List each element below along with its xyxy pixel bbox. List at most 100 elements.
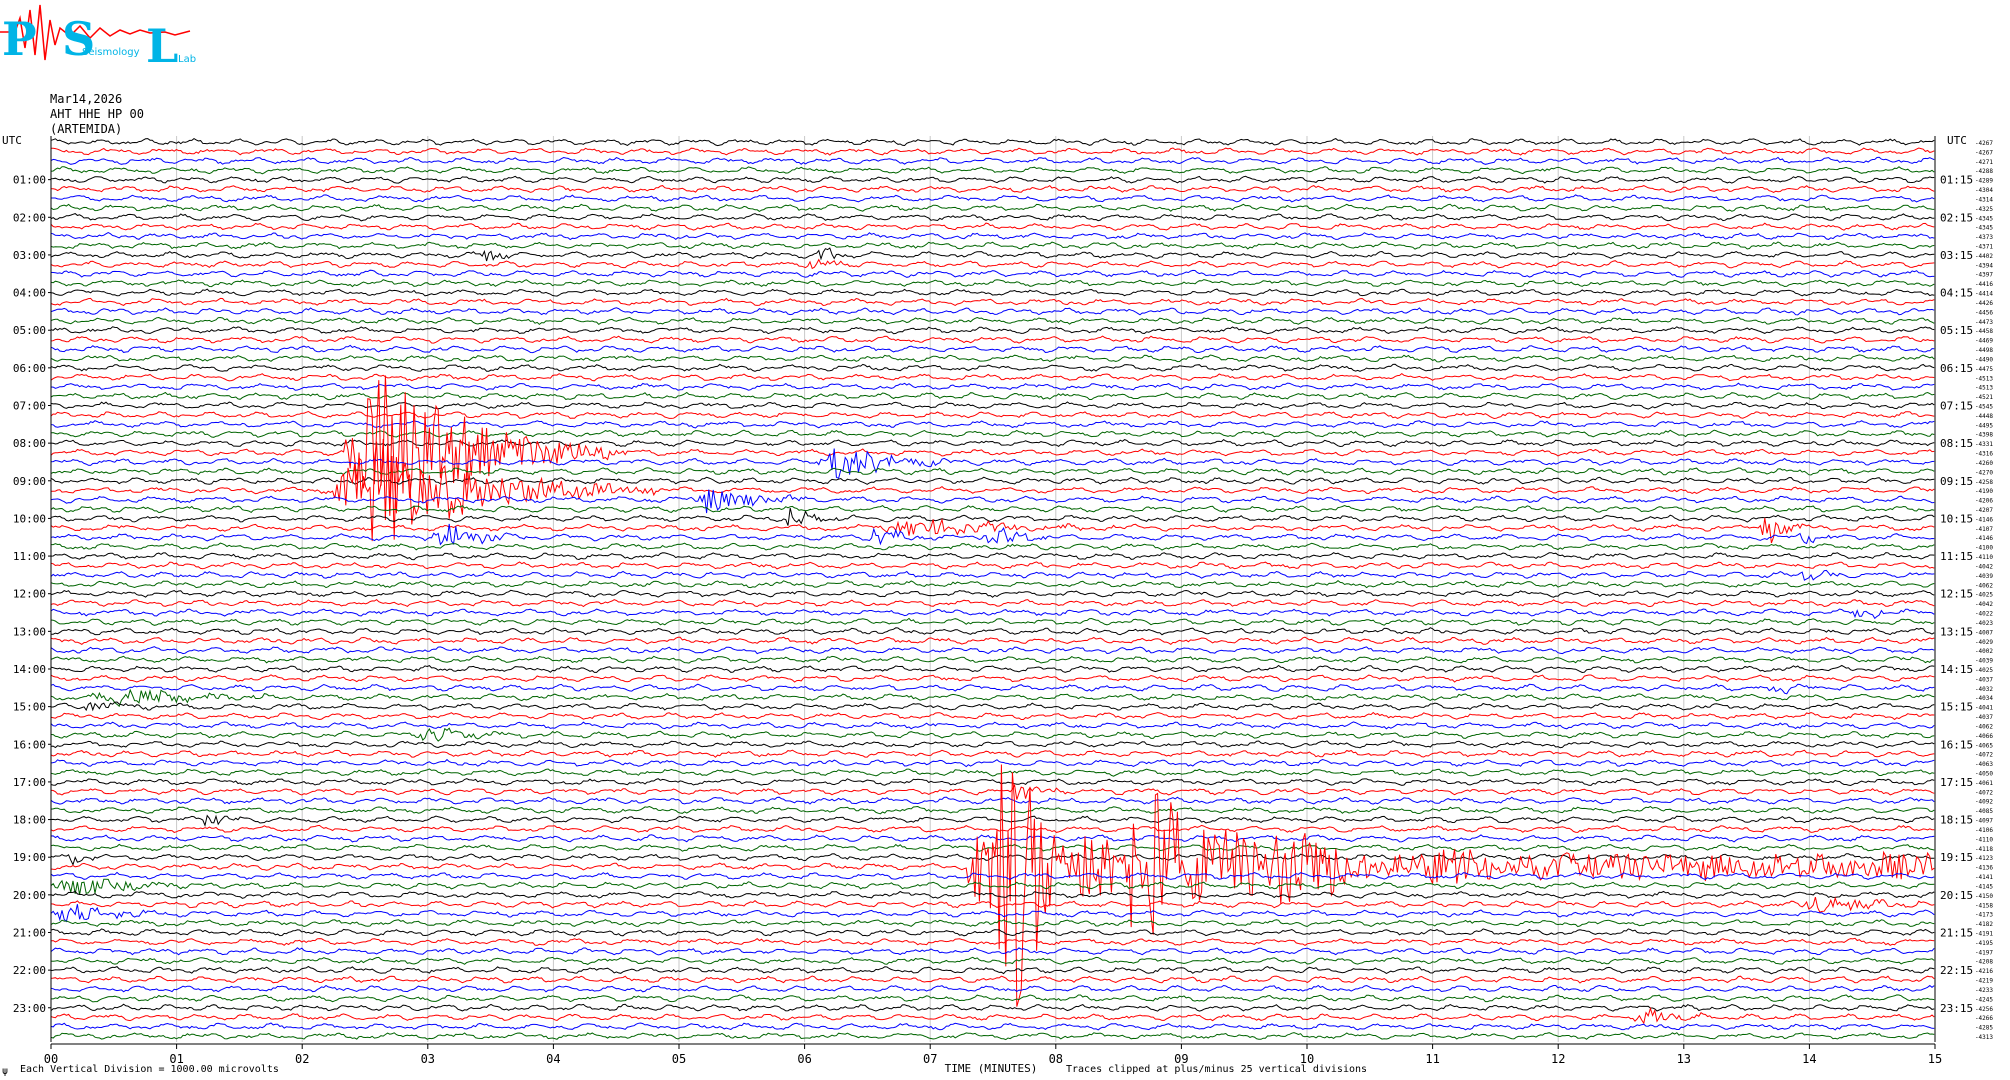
- time-grid: [176, 136, 1810, 1042]
- vertical-division-note: Each Vertical Division = 1000.00 microvo…: [20, 1064, 279, 1075]
- trace-line-57: [50, 674, 1935, 683]
- trace-line-53: [50, 636, 1935, 646]
- trace-value-label: -4025: [1975, 667, 1993, 674]
- header-station: AHT HHE HP 00: [50, 107, 144, 121]
- trace-value-label: -4190: [1975, 488, 1993, 495]
- trace-value-label: -4267: [1975, 140, 1993, 147]
- trace-value-label: -4062: [1975, 723, 1993, 730]
- right-tick-label: 17:15: [1940, 776, 1973, 789]
- right-axis-label: UTC: [1947, 134, 1967, 147]
- logo-small-text-1: Seismology: [82, 47, 140, 58]
- logo-letter-l: L: [146, 19, 178, 73]
- trace-line-79: [50, 878, 1935, 895]
- trace-value-label: -4158: [1975, 902, 1993, 909]
- right-tick-label: 15:15: [1940, 701, 1973, 714]
- trace-value-label: -4123: [1975, 855, 1993, 862]
- trace-line-87: [50, 956, 1935, 965]
- trace-line-2: [50, 156, 1935, 165]
- trace-value-label: -4233: [1975, 987, 1993, 994]
- left-tick-label: 17:00: [13, 776, 46, 789]
- trace-line-41: [50, 517, 1935, 544]
- trace-value-label: -4072: [1975, 789, 1993, 796]
- trace-line-14: [50, 269, 1935, 278]
- trace-value-label: -4208: [1975, 959, 1993, 966]
- trace-line-43: [51, 542, 1935, 551]
- trace-value-label: -4041: [1975, 705, 1993, 712]
- trace-line-42: [50, 523, 1935, 546]
- axis-layer: UTC UTC 01:00 02:00 03:00 04:00 05:00 06:00 07:0…: [2, 134, 1993, 1075]
- trace-value-label: -4110: [1975, 554, 1993, 561]
- trace-line-77: [50, 764, 1935, 1007]
- trace-line-31: [50, 429, 1935, 438]
- trace-line-21: [50, 335, 1935, 344]
- trace-value-label: -4141: [1975, 874, 1993, 881]
- x-tick-label: 08: [1049, 1052, 1063, 1066]
- trace-line-35: [50, 467, 1935, 476]
- trace-line-94: [50, 1022, 1935, 1031]
- trace-layer: [50, 137, 1935, 1041]
- trace-line-59: [50, 688, 1935, 708]
- trace-line-72: [50, 814, 1935, 827]
- trace-value-label: -4270: [1975, 469, 1993, 476]
- trace-line-47: [50, 579, 1935, 589]
- right-tick-label: 22:15: [1940, 964, 1973, 977]
- trace-line-44: [50, 552, 1935, 561]
- trace-line-70: [50, 796, 1935, 805]
- header-station-name: (ARTEMIDA): [50, 122, 123, 136]
- trace-line-83: [50, 918, 1935, 928]
- trace-value-label: -4397: [1975, 272, 1993, 279]
- trace-line-92: [50, 1003, 1935, 1012]
- trace-value-label: -4150: [1975, 893, 1993, 900]
- trace-value-label: -4219: [1975, 978, 1993, 985]
- trace-value-label: -4288: [1975, 168, 1993, 175]
- trace-value-label: -4495: [1975, 422, 1993, 429]
- trace-value-label: -4331: [1975, 441, 1993, 448]
- trace-value-label: -4039: [1975, 658, 1993, 665]
- left-tick-label: 21:00: [13, 926, 46, 939]
- left-tick-label: 05:00: [13, 324, 46, 337]
- x-tick-label: 07: [923, 1052, 937, 1066]
- trace-value-label: -4498: [1975, 347, 1993, 354]
- logo-seismo-trace: [0, 4, 191, 61]
- trace-value-label: -4216: [1975, 968, 1993, 975]
- trace-line-11: [50, 241, 1935, 250]
- trace-line-7: [50, 203, 1935, 212]
- right-tick-label: 05:15: [1940, 324, 1973, 337]
- trace-line-52: [51, 627, 1935, 636]
- trace-line-67: [50, 768, 1935, 777]
- left-tick-label: 18:00: [13, 814, 46, 827]
- left-tick-label: 15:00: [13, 701, 46, 714]
- trace-line-5: [50, 184, 1935, 193]
- left-tick-label: 22:00: [13, 964, 46, 977]
- trace-value-label: -4258: [1975, 479, 1993, 486]
- right-tick-label: 12:15: [1940, 588, 1973, 601]
- trace-line-88: [50, 965, 1935, 975]
- trace-value-label: -4207: [1975, 507, 1993, 514]
- trace-value-label: -4304: [1975, 187, 1993, 194]
- trace-value-label: -4513: [1975, 375, 1993, 382]
- trace-value-label: -4191: [1975, 930, 1993, 937]
- trace-line-50: [50, 608, 1935, 620]
- trace-value-label: -4029: [1975, 639, 1993, 646]
- trace-value-label: -4085: [1975, 808, 1993, 815]
- trace-line-38: [50, 489, 1935, 514]
- right-tick-label: 14:15: [1940, 663, 1973, 676]
- trace-line-20: [50, 326, 1935, 335]
- trace-value-label: -4146: [1975, 535, 1993, 542]
- left-tick-label: 14:00: [13, 663, 46, 676]
- trace-line-23: [50, 354, 1935, 363]
- trace-value-label: -4063: [1975, 761, 1993, 768]
- trace-line-82: [50, 904, 1935, 923]
- trace-value-label: -4042: [1975, 601, 1993, 608]
- left-tick-label: 20:00: [13, 889, 46, 902]
- trace-value-label: -4267: [1975, 149, 1993, 156]
- trace-line-37: [51, 438, 1935, 542]
- trace-value-label: -4473: [1975, 319, 1993, 326]
- right-tick-label: 18:15: [1940, 814, 1973, 827]
- trace-value-label: -4469: [1975, 338, 1993, 345]
- trace-line-64: [50, 740, 1935, 749]
- trace-line-63: [50, 727, 1935, 742]
- logo-letter-p: P: [2, 12, 37, 66]
- trace-line-39: [50, 504, 1935, 514]
